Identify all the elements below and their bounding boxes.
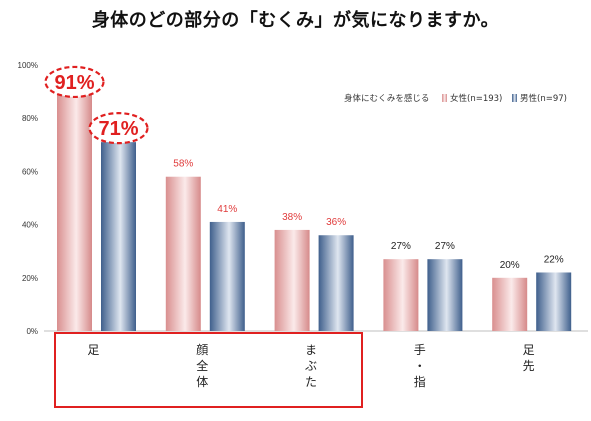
y-tick-label: 60% [22, 167, 38, 176]
value-label: 58% [173, 159, 193, 170]
legend-swatch-male [512, 94, 517, 102]
bar-male [209, 221, 245, 331]
y-tick-label: 100% [18, 61, 38, 70]
category-label: 足先 [523, 343, 535, 373]
value-label: 36% [326, 217, 346, 228]
bar-female [383, 259, 419, 331]
bar-male [318, 235, 354, 331]
highlight-ellipse [88, 112, 149, 145]
category-label: 手・指 [414, 343, 426, 389]
bar-female [492, 277, 528, 331]
legend-label: 男性(n=97) [520, 93, 567, 104]
category-label: 顔全体 [196, 342, 208, 389]
bar-male [427, 259, 463, 331]
bar-female [165, 176, 201, 331]
value-label: 91% [54, 72, 94, 94]
y-tick-label: 40% [22, 221, 38, 230]
value-label: 27% [435, 241, 455, 252]
category-highlight-box [54, 332, 363, 408]
value-label: 41% [217, 204, 237, 215]
legend-label: 女性(n=193) [450, 93, 502, 104]
highlight-ellipse [44, 65, 105, 99]
legend-swatch-female [442, 94, 447, 102]
bar-female [274, 229, 310, 331]
y-tick-label: 80% [22, 114, 38, 123]
y-tick-label: 0% [26, 327, 38, 336]
bar-male [101, 142, 136, 331]
value-label: 71% [98, 118, 138, 140]
bar-female [57, 88, 92, 331]
bar-male [536, 272, 572, 331]
value-label: 20% [500, 260, 520, 271]
category-label: 足 [87, 343, 99, 357]
legend-title: 身体にむくみを感じる [344, 93, 429, 104]
value-label: 27% [391, 241, 411, 252]
value-label: 38% [282, 212, 302, 223]
category-label: まぶた [305, 343, 317, 389]
y-tick-label: 20% [22, 274, 38, 283]
chart-title: 身体のどの部分の「むくみ」が気になりますか。 [91, 10, 500, 31]
value-label: 22% [544, 254, 564, 265]
